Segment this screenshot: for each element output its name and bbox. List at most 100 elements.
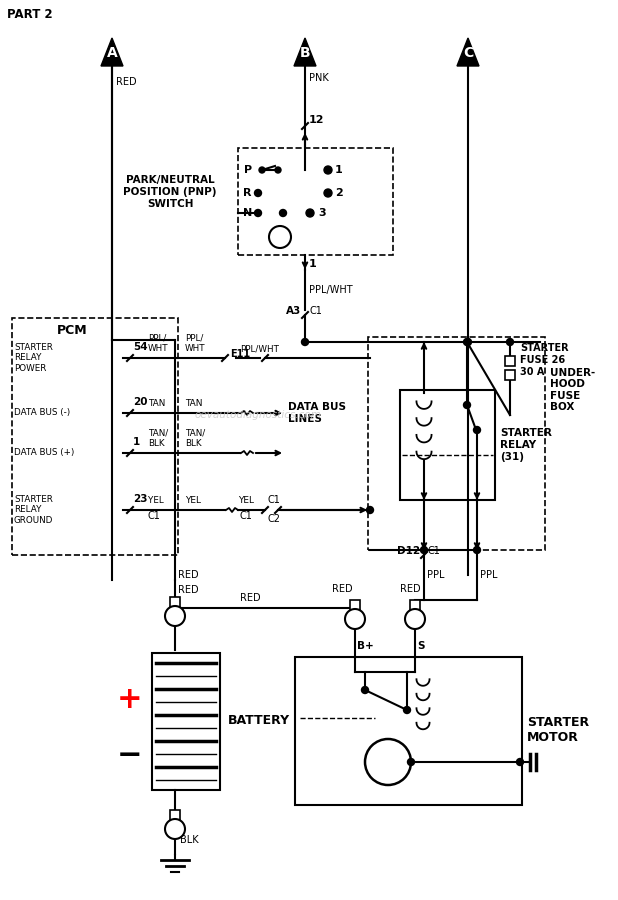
- Bar: [410, 600, 420, 610]
- Bar: [400, 390, 495, 500]
- Circle shape: [165, 606, 185, 626]
- Text: B+: B+: [357, 641, 374, 651]
- Text: STARTER
RELAY
(31): STARTER RELAY (31): [500, 428, 552, 462]
- Text: BATTERY: BATTERY: [228, 714, 290, 726]
- Text: PPL: PPL: [480, 570, 497, 580]
- Polygon shape: [101, 38, 123, 66]
- Text: R: R: [243, 188, 252, 198]
- Bar: [505, 356, 515, 366]
- Text: +: +: [117, 686, 143, 715]
- Text: N: N: [243, 208, 252, 218]
- Text: S: S: [417, 641, 425, 651]
- Text: STARTER
RELAY
GROUND: STARTER RELAY GROUND: [14, 495, 53, 525]
- Text: RED: RED: [240, 593, 260, 603]
- Text: STARTER
FUSE 26
30 A: STARTER FUSE 26 30 A: [520, 344, 569, 376]
- Bar: [368, 337, 545, 550]
- Text: STARTER
MOTOR: STARTER MOTOR: [527, 716, 589, 744]
- Circle shape: [255, 210, 261, 217]
- Text: 23: 23: [133, 494, 148, 504]
- Circle shape: [324, 166, 332, 174]
- Text: 54: 54: [133, 342, 148, 352]
- Text: 3: 3: [318, 208, 326, 218]
- Circle shape: [420, 546, 428, 554]
- Text: TAN: TAN: [148, 399, 165, 408]
- Text: BLK: BLK: [180, 835, 198, 845]
- Text: PARK/NEUTRAL
POSITION (PNP)
SWITCH: PARK/NEUTRAL POSITION (PNP) SWITCH: [123, 176, 217, 209]
- Bar: [170, 810, 180, 820]
- Text: 1: 1: [309, 259, 317, 269]
- Text: RED: RED: [178, 585, 198, 595]
- Text: E11: E11: [230, 349, 250, 359]
- Text: PPL/WHT: PPL/WHT: [309, 285, 353, 295]
- Circle shape: [306, 209, 314, 217]
- Circle shape: [464, 401, 470, 409]
- Circle shape: [464, 338, 470, 346]
- Circle shape: [507, 338, 514, 346]
- Text: YEL: YEL: [185, 496, 201, 505]
- Circle shape: [255, 190, 261, 196]
- Circle shape: [473, 427, 481, 434]
- Bar: [170, 597, 180, 607]
- Text: DATA BUS
LINES: DATA BUS LINES: [288, 402, 346, 424]
- Circle shape: [269, 226, 291, 248]
- Text: B: B: [300, 47, 310, 60]
- Circle shape: [473, 546, 481, 554]
- Text: 20: 20: [133, 397, 148, 407]
- Circle shape: [365, 739, 411, 785]
- Circle shape: [302, 338, 308, 346]
- Text: RED: RED: [178, 570, 198, 580]
- Text: PCM: PCM: [57, 323, 87, 337]
- Text: A: A: [107, 47, 117, 60]
- Text: D12: D12: [397, 546, 420, 556]
- Bar: [238, 148, 393, 255]
- Circle shape: [366, 507, 373, 514]
- Polygon shape: [457, 38, 479, 66]
- Text: −: −: [117, 741, 143, 770]
- Text: C1: C1: [240, 511, 253, 521]
- Text: YEL: YEL: [238, 496, 254, 505]
- Text: PNK: PNK: [309, 73, 329, 83]
- Text: 12: 12: [309, 115, 324, 125]
- Text: DATA BUS (-): DATA BUS (-): [14, 409, 70, 418]
- Text: TAN: TAN: [185, 399, 203, 408]
- Text: DATA BUS (+): DATA BUS (+): [14, 448, 74, 457]
- Circle shape: [404, 706, 410, 714]
- Text: C1: C1: [309, 306, 322, 316]
- Bar: [505, 370, 515, 380]
- Text: C1: C1: [268, 495, 281, 505]
- Circle shape: [279, 210, 287, 217]
- Circle shape: [324, 189, 332, 197]
- Text: STARTER
RELAY
POWER: STARTER RELAY POWER: [14, 343, 53, 373]
- Text: YEL: YEL: [148, 496, 164, 505]
- Bar: [295, 657, 522, 805]
- Text: PPL/
WHT: PPL/ WHT: [185, 334, 206, 353]
- Text: RED: RED: [116, 77, 137, 87]
- Text: TAN/
BLK: TAN/ BLK: [148, 428, 168, 448]
- Text: C: C: [463, 47, 473, 60]
- Text: C2: C2: [268, 514, 281, 524]
- Text: 2: 2: [335, 188, 343, 198]
- Circle shape: [465, 338, 472, 346]
- Text: PART 2: PART 2: [7, 8, 53, 21]
- Text: 1: 1: [335, 165, 343, 175]
- Bar: [350, 600, 360, 610]
- Text: D: D: [276, 232, 285, 242]
- Text: TAN/
BLK: TAN/ BLK: [185, 428, 205, 448]
- Circle shape: [259, 167, 265, 173]
- Text: UNDER-
HOOD
FUSE
BOX: UNDER- HOOD FUSE BOX: [550, 367, 595, 412]
- Text: PPL/WHT: PPL/WHT: [240, 344, 279, 353]
- Circle shape: [362, 687, 368, 694]
- Text: A3: A3: [286, 306, 301, 316]
- Text: PPL/
WHT: PPL/ WHT: [148, 334, 169, 353]
- Text: RED: RED: [400, 584, 421, 594]
- Circle shape: [405, 609, 425, 629]
- Polygon shape: [294, 38, 316, 66]
- Text: PPL: PPL: [427, 570, 444, 580]
- Circle shape: [165, 819, 185, 839]
- Text: 1: 1: [133, 437, 140, 447]
- Circle shape: [275, 167, 281, 173]
- Circle shape: [517, 759, 523, 766]
- Text: P: P: [244, 165, 252, 175]
- Text: RED: RED: [332, 584, 353, 594]
- Text: C1: C1: [147, 511, 160, 521]
